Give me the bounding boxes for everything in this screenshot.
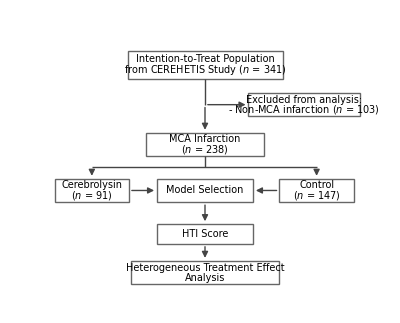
Text: Analysis: Analysis [185,273,225,283]
FancyBboxPatch shape [157,179,253,202]
FancyBboxPatch shape [131,261,279,284]
FancyBboxPatch shape [279,179,354,202]
Text: ($n$ = 238): ($n$ = 238) [181,143,229,156]
Text: Intention-to-Treat Population: Intention-to-Treat Population [136,54,274,64]
FancyBboxPatch shape [157,224,253,244]
Text: - Non-MCA infarction ($n$ = 103): - Non-MCA infarction ($n$ = 103) [228,103,380,116]
Text: Model Selection: Model Selection [166,185,244,195]
Text: ($n$ = 91): ($n$ = 91) [71,189,113,202]
FancyBboxPatch shape [128,51,282,79]
FancyBboxPatch shape [55,179,129,202]
Text: MCA Infarction: MCA Infarction [169,134,241,144]
FancyBboxPatch shape [146,133,264,156]
Text: Heterogeneous Treatment Effect: Heterogeneous Treatment Effect [126,263,284,273]
Text: from CEREHETIS Study ($n$ = 341): from CEREHETIS Study ($n$ = 341) [124,63,286,77]
Text: ($n$ = 147): ($n$ = 147) [293,189,340,202]
FancyBboxPatch shape [248,93,360,117]
Text: Control: Control [299,181,334,191]
Text: Excluded from analysis:: Excluded from analysis: [246,95,362,105]
Text: Cerebrolysin: Cerebrolysin [61,181,122,191]
Text: HTI Score: HTI Score [182,229,228,239]
